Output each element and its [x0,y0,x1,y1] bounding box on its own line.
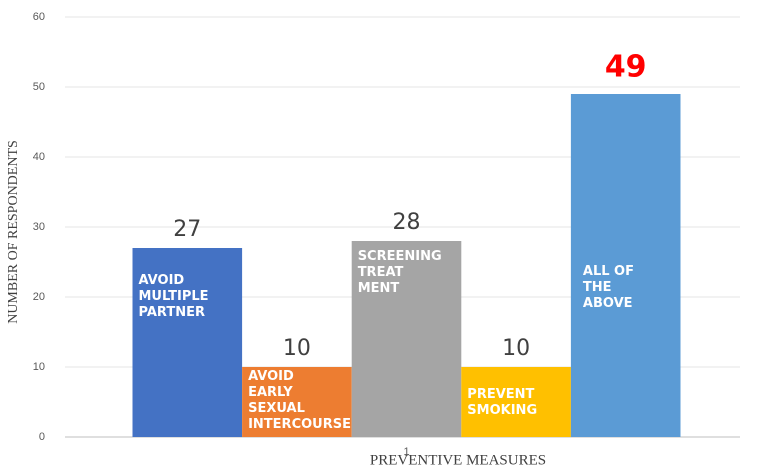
series-label: PREVENT SMOKING [467,387,538,418]
value-label: 10 [502,336,530,361]
y-tick-label: 50 [33,81,45,93]
value-label: 10 [283,336,311,361]
value-label: 27 [173,217,201,242]
bar [461,367,571,437]
x-tick-label: 1 [403,446,409,458]
series-label: AVOID EARLY SEXUAL INTERCOURSE [248,369,351,432]
value-label: 49 [605,50,647,85]
bar [570,94,681,437]
y-tick-label: 30 [33,221,45,233]
bar [351,241,462,437]
bar [242,367,352,437]
value-label: 28 [393,210,421,235]
series-label: ALL OF THE ABOVE [582,264,634,311]
series-label: AVOID MULTIPLE PARTNER [138,273,209,320]
y-tick-label: 20 [33,291,45,303]
y-tick-label: 0 [39,431,45,443]
x-axis-label: PREVENTIVE MEASURES [370,452,546,468]
y-tick-label: 60 [33,11,45,23]
y-tick-label: 40 [33,151,45,163]
series-label: SCREENING TREAT MENT [357,249,442,296]
y-axis-label: NUMBER OF RESPONDENTS [6,140,21,324]
bar [132,248,243,437]
y-tick-label: 10 [33,361,45,373]
